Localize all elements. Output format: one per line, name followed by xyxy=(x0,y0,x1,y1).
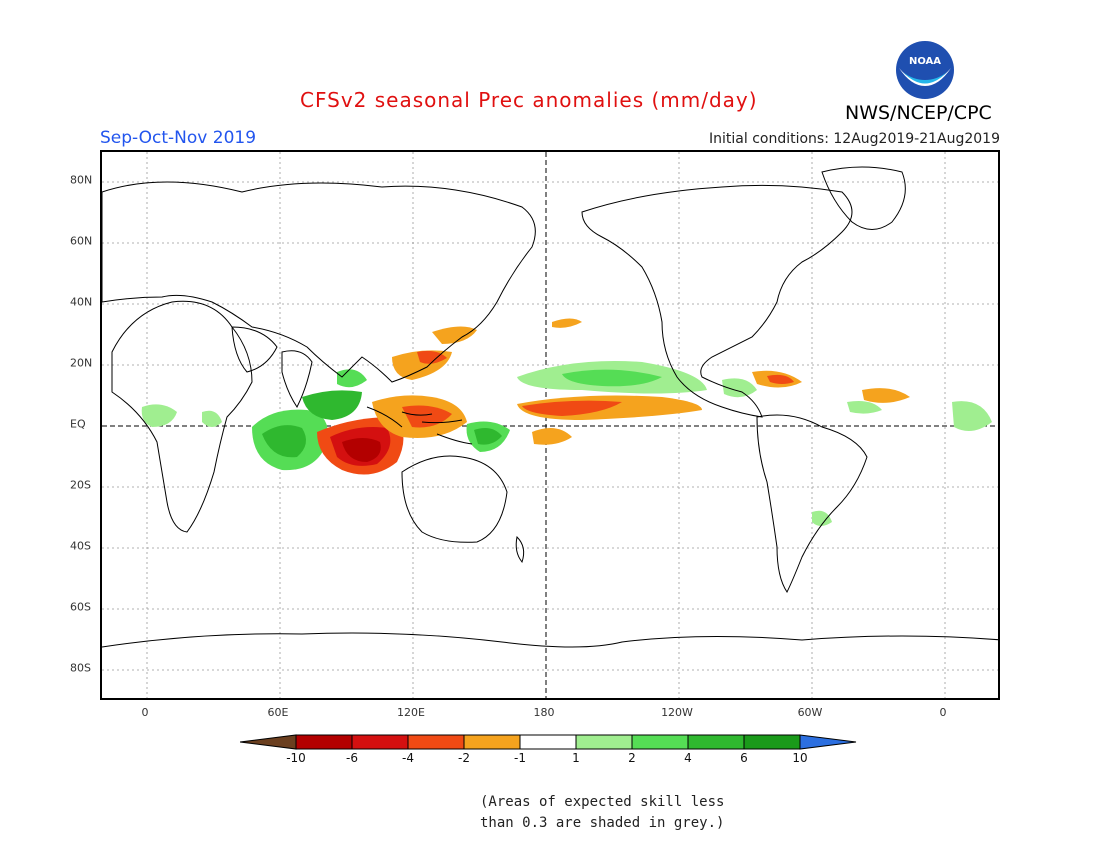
colorbar-segment xyxy=(519,734,577,750)
coastlines xyxy=(102,166,998,648)
colorbar-tick-label: -6 xyxy=(346,751,358,765)
lat-tick: 60S xyxy=(70,600,91,614)
anomaly-shading xyxy=(141,318,992,526)
colorbar-tick-label: 10 xyxy=(792,751,808,765)
colorbar-tick-label: 4 xyxy=(684,751,692,765)
colorbar-segment xyxy=(351,734,409,750)
lat-tick: 80S xyxy=(70,661,91,675)
colorbar-tick-label: -4 xyxy=(402,751,414,765)
lat-tick: EQ xyxy=(70,417,86,431)
colorbar-tick-label: -2 xyxy=(458,751,470,765)
colorbar-segment xyxy=(743,734,801,750)
season-label: Sep-Oct-Nov 2019 xyxy=(100,128,257,148)
chart-title: CFSv2 seasonal Prec anomalies (mm/day) xyxy=(300,88,758,112)
lon-tick: 0 xyxy=(939,706,947,719)
colorbar-segment xyxy=(687,734,745,750)
lon-tick: 180 xyxy=(533,706,555,719)
colorbar-segment xyxy=(575,734,633,750)
colorbar-tick-label: 1 xyxy=(572,751,580,765)
lat-tick: 40N xyxy=(70,295,93,309)
world-map xyxy=(100,150,1000,700)
skill-note-line-1: (Areas of expected skill less xyxy=(480,794,725,810)
colorbar-segment xyxy=(799,734,857,750)
colorbar-tick-label: 2 xyxy=(628,751,636,765)
lon-tick: 120E xyxy=(397,706,425,719)
lat-tick: 80N xyxy=(70,173,93,187)
initial-conditions: Initial conditions: 12Aug2019-21Aug2019 xyxy=(709,131,1000,147)
lon-tick: 0 xyxy=(141,706,149,719)
colorbar-segment xyxy=(407,734,465,750)
lon-tick: 60E xyxy=(267,706,289,719)
colorbar-tick-label: 6 xyxy=(740,751,748,765)
colorbar-tick-label: -10 xyxy=(286,751,306,765)
colorbar-tick-label: -1 xyxy=(514,751,526,765)
skill-note-line-2: than 0.3 are shaded in grey.) xyxy=(480,815,725,831)
svg-text:NOAA: NOAA xyxy=(909,56,941,67)
lat-tick: 20N xyxy=(70,356,93,370)
lat-tick: 60N xyxy=(70,234,93,248)
lon-tick: 120W xyxy=(661,706,693,719)
lon-tick: 60W xyxy=(797,706,823,719)
lat-tick: 20S xyxy=(70,478,91,492)
noaa-logo-icon: NOAA xyxy=(896,41,954,99)
skill-note: (Areas of expected skill less than 0.3 a… xyxy=(480,792,724,834)
lat-tick: 40S xyxy=(70,539,91,553)
colorbar-segment xyxy=(463,734,521,750)
agency-label: NWS/NCEP/CPC xyxy=(845,102,992,124)
colorbar-segment xyxy=(631,734,689,750)
colorbar-segment xyxy=(295,734,353,750)
colorbar xyxy=(240,734,857,750)
colorbar-segment xyxy=(240,734,297,750)
